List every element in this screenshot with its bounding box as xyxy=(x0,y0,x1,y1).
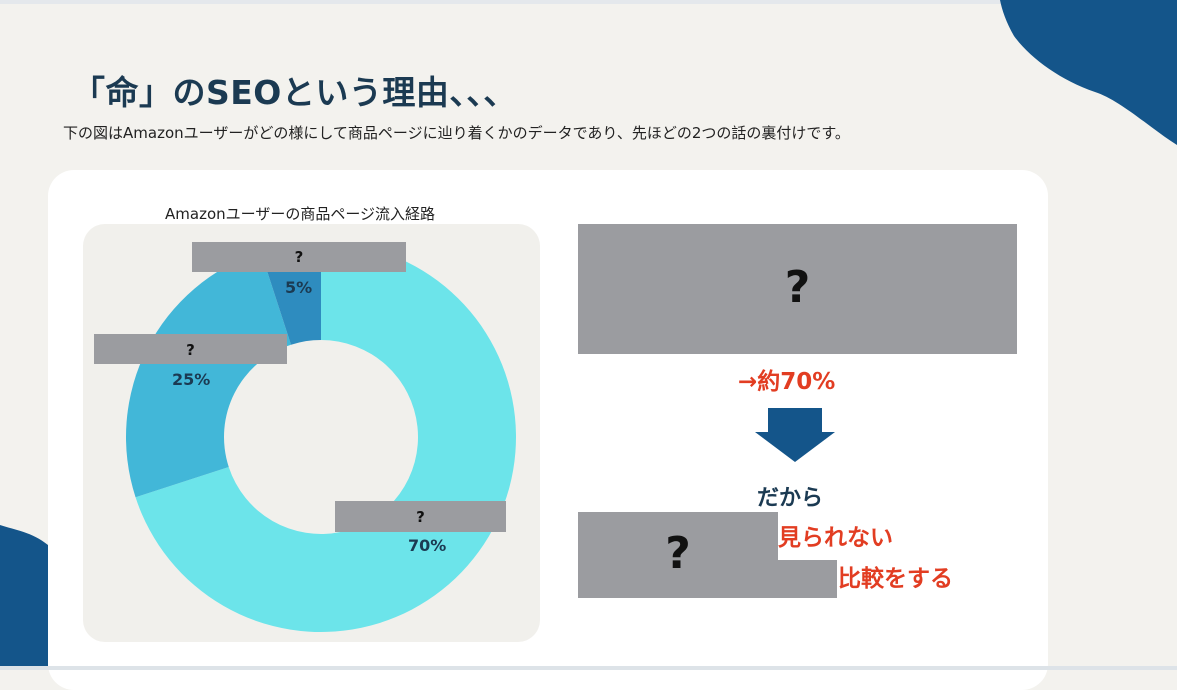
slice-label-70: ? xyxy=(416,508,425,526)
therefore-text: だから xyxy=(757,486,824,511)
data-label-5: 5% xyxy=(285,278,313,297)
result-percent-text: →約70% xyxy=(738,369,836,395)
hidden-answer-top-label: ? xyxy=(784,262,811,313)
bottom-border xyxy=(0,666,1177,670)
hidden-answer-box-top xyxy=(578,224,1017,354)
slice-label-box-25 xyxy=(94,334,287,364)
data-label-70: 70% xyxy=(408,536,447,555)
down-arrow-icon xyxy=(755,408,835,462)
donut-slice-25 xyxy=(125,251,292,498)
slide-subtitle: 下の図はAmazonユーザーがどの様にして商品ページに辿り着くかのデータであり、… xyxy=(63,124,850,142)
reason-line-1: 見られない xyxy=(778,525,893,551)
slice-label-box-5 xyxy=(192,242,406,272)
slice-label-5: ? xyxy=(294,248,304,266)
slice-label-box-70 xyxy=(335,501,506,532)
hidden-answer-box-bottom-extension xyxy=(700,560,837,598)
chart-title: Amazonユーザーの商品ページ流入経路 xyxy=(165,205,436,223)
top-border xyxy=(0,0,1177,4)
slide-title: 「命」のSEOという理由、、、 xyxy=(72,73,517,112)
data-label-25: 25% xyxy=(172,370,211,389)
hidden-answer-bottom-label: ? xyxy=(665,528,691,579)
reason-line-2: 比較をする xyxy=(838,566,953,592)
donut-slice-70 xyxy=(135,242,516,632)
slice-label-25: ? xyxy=(186,341,195,359)
